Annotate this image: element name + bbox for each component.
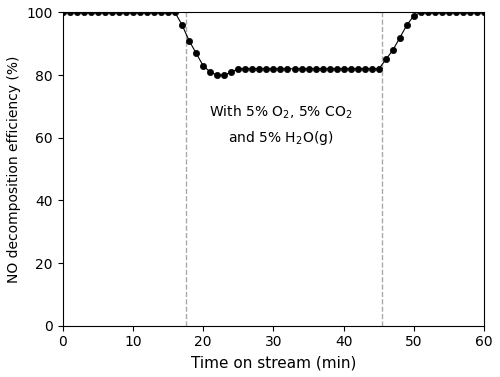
X-axis label: Time on stream (min): Time on stream (min) [190, 355, 356, 370]
Text: With 5% O$_2$, 5% CO$_2$: With 5% O$_2$, 5% CO$_2$ [208, 104, 352, 121]
Y-axis label: NO decomposition efficiency (%): NO decomposition efficiency (%) [7, 55, 21, 283]
Text: and 5% H$_2$O(g): and 5% H$_2$O(g) [228, 129, 333, 147]
